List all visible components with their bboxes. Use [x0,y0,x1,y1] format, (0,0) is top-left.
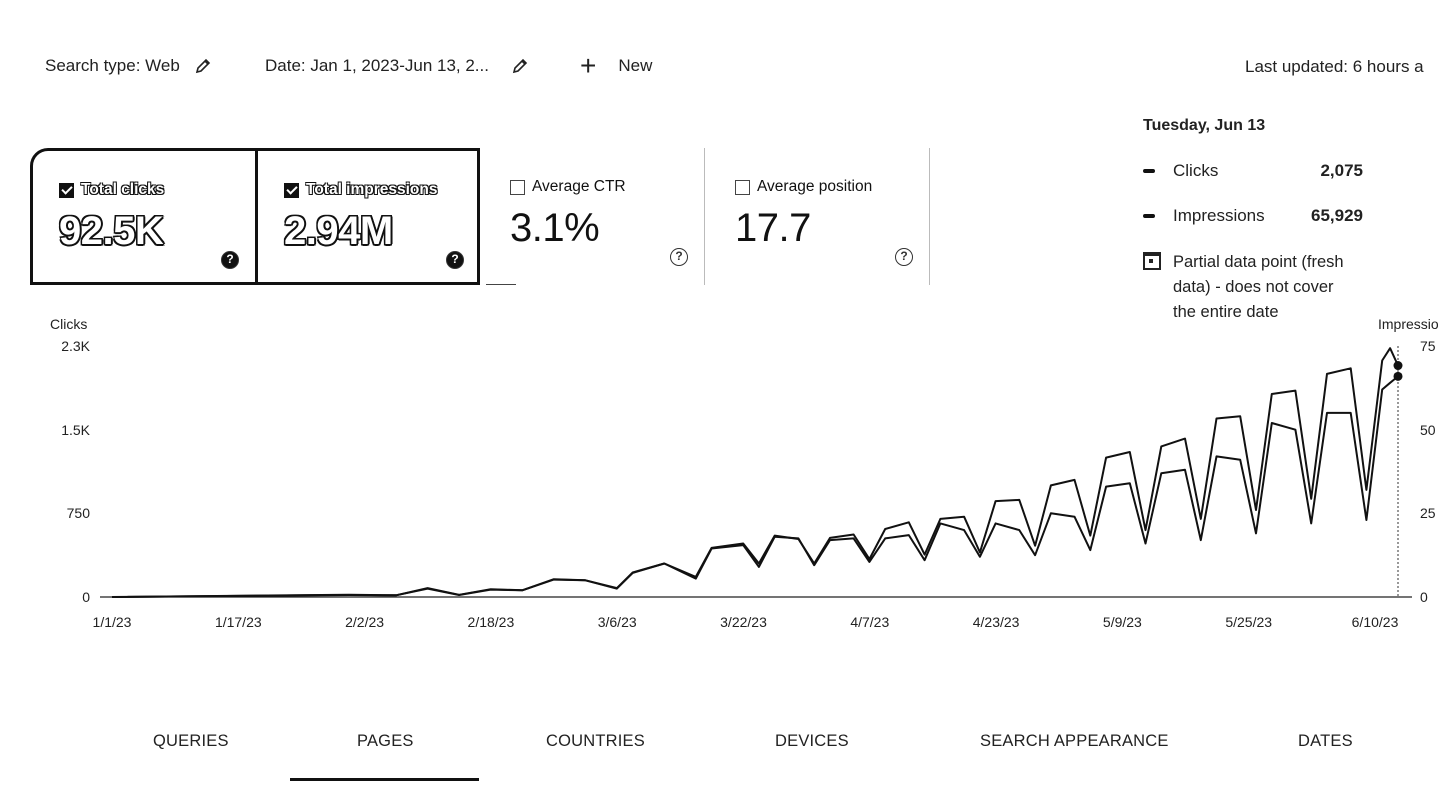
tab-devices[interactable]: DEVICES [775,732,849,750]
active-tab-indicator [290,778,479,781]
note-line: data) - does not cover [1173,278,1334,296]
metric-card-header: Total impressions [284,181,438,199]
x-tick-label: 1/17/23 [214,614,262,630]
tooltip-value: 2,075 [1320,161,1363,180]
help-icon[interactable]: ? [446,251,464,269]
x-tick-label: 5/9/23 [1102,614,1142,630]
tab-search-appearance[interactable]: SEARCH APPEARANCE [980,732,1169,750]
checkbox-icon[interactable] [735,179,750,195]
date-filter-label: Date: Jan 1, 2023-Jun 13, 2... [265,56,489,75]
x-tick-label: 5/25/23 [1225,614,1273,630]
y-tick-left: 1.5K [61,422,90,438]
metric-label: Average position [757,178,873,195]
metric-card-total-clicks[interactable]: Total clicks 92.5K ? [30,148,258,285]
y-tick-right: 25 [1420,505,1436,521]
edit-pencil-icon[interactable] [194,57,212,75]
checkbox-icon[interactable] [510,179,525,195]
plus-icon: + [580,50,597,81]
series-swatch [1143,169,1155,173]
left-axis-title: Clicks [50,316,88,332]
series-line-clicks [111,347,1399,598]
tab-pages[interactable]: PAGES [357,732,414,750]
right-axis-title: Impressio [1378,316,1438,332]
metric-card-header: Total clicks [59,181,164,199]
tooltip-label: Impressions [1173,206,1265,225]
calendar-icon [1143,252,1161,270]
hover-point-clicks [1393,361,1403,371]
metric-value: 2.94M [284,209,393,253]
new-filter-label: New [618,56,653,75]
checkbox-icon[interactable] [284,182,299,198]
metric-value: 3.1% [510,206,600,250]
tooltip-value: 65,929 [1311,206,1363,225]
note-line: the entire date [1173,303,1279,321]
tooltip-row-impressions: Impressions 65,929 [1143,206,1363,226]
tab-dates[interactable]: DATES [1298,732,1353,750]
tooltip-row-clicks: Clicks 2,075 [1143,161,1363,181]
series-line-impressions [111,375,1399,598]
metric-label: Total clicks [81,181,165,198]
metric-card-total-impressions[interactable]: Total impressions 2.94M ? [255,148,480,285]
tab-queries[interactable]: QUERIES [153,732,229,750]
last-updated-text: Last updated: 6 hours a [1245,57,1424,76]
y-tick-left: 750 [66,505,90,521]
new-filter-button[interactable]: + New [580,50,653,81]
tooltip-partial-note: Partial data point (fresh data) - does n… [1143,250,1383,325]
date-filter[interactable]: Date: Jan 1, 2023-Jun 13, 2... [265,56,529,76]
x-tick-label: 2/2/23 [345,614,385,630]
metric-value: 92.5K [59,209,164,253]
edit-pencil-icon[interactable] [511,57,529,75]
divider [486,284,516,285]
x-tick-label: 4/23/23 [972,614,1020,630]
y-tick-right: 50 [1420,422,1436,438]
y-tick-left: 2.3K [61,338,90,354]
search-type-label: Search type: Web [45,56,180,75]
tooltip-date: Tuesday, Jun 13 [1143,117,1266,134]
note-line: Partial data point (fresh [1173,253,1344,271]
metric-card-header: Average position [735,178,872,196]
y-tick-right: 0 [1420,589,1428,605]
x-tick-label: 1/1/23 [92,614,132,630]
y-tick-right: 75 [1420,338,1436,354]
series-swatch [1143,214,1155,218]
metric-label: Total impressions [306,181,438,198]
tooltip-label: Clicks [1173,161,1219,180]
tab-countries[interactable]: COUNTRIES [546,732,645,750]
x-tick-label: 3/22/23 [720,614,767,630]
x-tick-label: 6/10/23 [1351,614,1399,630]
metric-card-average-ctr[interactable]: Average CTR 3.1% ? [490,148,705,285]
x-tick-label: 2/18/23 [467,614,515,630]
metric-card-average-position[interactable]: Average position 17.7 ? [715,148,930,285]
help-icon[interactable]: ? [221,251,239,269]
x-tick-label: 3/6/23 [597,614,637,630]
checkbox-icon[interactable] [59,182,74,198]
help-icon[interactable]: ? [670,248,688,266]
metric-card-header: Average CTR [510,178,626,196]
metric-label: Average CTR [532,178,626,195]
y-tick-left: 0 [82,589,90,605]
metric-value: 17.7 [735,206,811,250]
search-type-filter[interactable]: Search type: Web [45,56,212,76]
hover-point-impressions [1393,371,1403,381]
help-icon[interactable]: ? [895,248,913,266]
x-tick-label: 4/7/23 [850,614,890,630]
